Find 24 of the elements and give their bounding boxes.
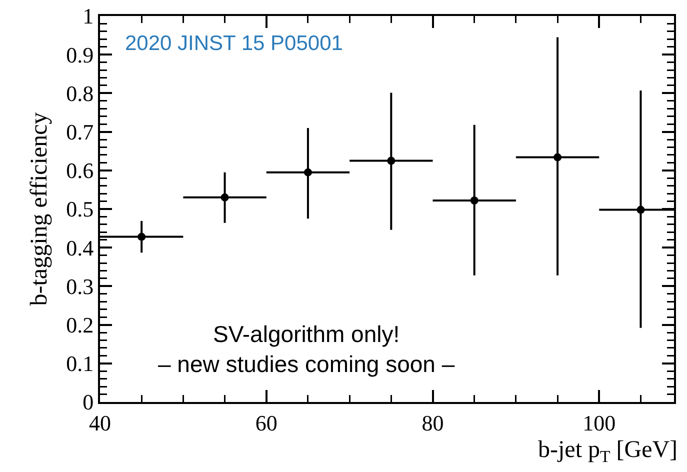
point (387, 156, 396, 165)
point (554, 153, 562, 162)
x-tick-label: 80 (422, 410, 444, 436)
y-tick-label: 0.4 (66, 235, 94, 260)
y-tick-label: 0.6 (66, 158, 94, 184)
y-axis-title: b-tagging efficiency (26, 112, 53, 306)
point (636, 206, 645, 214)
x-tick-label: 60 (255, 410, 278, 436)
x-tick-label: 100 (582, 410, 616, 436)
y-tick-label: 1 (82, 4, 94, 29)
annotation: SV-algorithm only! – new studies coming soon – (158, 321, 455, 377)
y-tick-label: 0.9 (66, 42, 94, 68)
y-tick-label: 0.8 (66, 80, 94, 106)
point (470, 196, 478, 205)
y-tick-label: 0.1 (66, 351, 94, 376)
point (138, 232, 146, 241)
y-tick-label: 0.5 (66, 196, 94, 222)
y-tick-label: 0.3 (66, 274, 94, 299)
y-tick-label: 0.7 (66, 120, 94, 144)
annotation: 2020 JINST 15 P05001 (125, 32, 343, 55)
x-axis-title: b-jet p$_{T}$ [GeV] (538, 437, 678, 466)
point (304, 168, 312, 176)
point (220, 193, 229, 202)
y-tick-label: 0.2 (66, 312, 94, 338)
